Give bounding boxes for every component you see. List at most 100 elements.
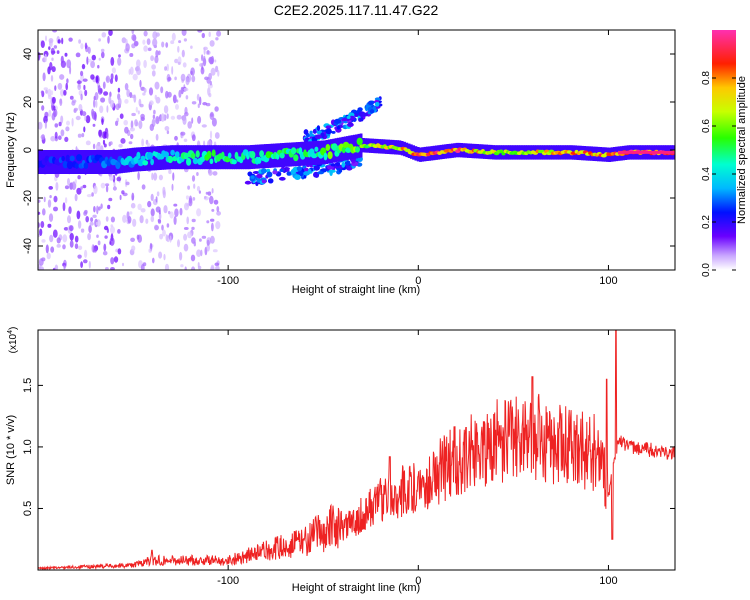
spectrogram-noise-blob — [163, 105, 169, 114]
spectrogram-noise-blob — [77, 133, 82, 138]
spectrogram-noise-blob — [128, 141, 133, 145]
spectrogram-noise-blob — [181, 30, 187, 36]
spectrogram-noise-blob — [213, 199, 219, 205]
spectrogram-noise-blob — [198, 190, 201, 194]
upper-branch-blob — [316, 130, 323, 135]
snr-y-tick-label: 1.5 — [22, 378, 34, 393]
spectrogram-noise-blob — [84, 249, 88, 258]
spectrogram-noise-blob — [199, 96, 202, 106]
ridge-blob — [249, 151, 256, 159]
spectrogram-noise-blob — [49, 61, 53, 71]
spectrogram-noise-blob — [48, 109, 52, 117]
spectrogram-noise-blob — [131, 245, 136, 252]
spectrogram-noise-blob — [93, 99, 96, 108]
spectrogram-noise-blob — [151, 64, 157, 70]
spectrogram-noise-blob — [110, 257, 115, 265]
spectrogram-noise-blob — [146, 38, 151, 45]
spectrogram-noise-blob — [199, 63, 204, 67]
spectrogram-noise-blob — [71, 100, 76, 106]
spectrogram-noise-blob — [56, 50, 60, 54]
spectrogram-noise-blob — [188, 198, 193, 207]
spectrogram-noise-blob — [109, 141, 113, 146]
spectrogram-noise-blob — [96, 234, 99, 238]
ridge-blob — [356, 137, 363, 146]
spectrogram-noise-blob — [110, 226, 115, 234]
spectrogram-noise-blob — [191, 266, 196, 270]
spectrogram-noise-blob — [203, 46, 208, 51]
colorbar-tick-label: 0.8 — [701, 71, 712, 85]
ridge-blob — [331, 143, 338, 151]
spectrogram-noise-blob — [88, 58, 92, 63]
spectrogram-noise-blob — [179, 207, 183, 216]
spectrogram-noise-blob — [150, 208, 155, 217]
spectrogram-noise-blob — [118, 97, 122, 106]
spectrogram-noise-blob — [129, 53, 134, 57]
ridge-blob — [325, 144, 331, 151]
spectrogram-noise-blob — [167, 76, 172, 82]
spectrogram-noise-blob — [101, 131, 108, 139]
ridge-halo — [232, 145, 235, 170]
snr-multiplier-close: ) — [8, 327, 19, 330]
spectrogram-noise-blob — [96, 205, 99, 215]
spectrogram-noise-blob — [191, 101, 197, 105]
ridge-blob — [314, 146, 319, 152]
lower-branch-blob — [286, 171, 292, 176]
spectrogram-noise-blob — [135, 106, 138, 113]
lower-branch-blob — [303, 167, 309, 172]
spectrogram-noise-blob — [120, 138, 126, 144]
spectrogram-noise-blob — [131, 94, 136, 99]
upper-branch-blob — [357, 107, 363, 112]
spectrogram-noise-blob — [130, 202, 136, 209]
spectrogram-noise-blob — [49, 195, 52, 199]
spectrogram-noise-blob — [131, 112, 136, 117]
ridge-halo — [355, 134, 358, 159]
spectrogram-noise-blob — [157, 50, 161, 56]
spectrogram-noise-blob — [139, 79, 142, 88]
spectrogram-noise-blob — [155, 133, 159, 141]
ridge-blob — [327, 151, 333, 160]
spectrogram-noise-blob — [215, 265, 220, 270]
spectrogram-noise-blob — [45, 35, 47, 42]
spectrogram-noise-blob — [135, 66, 139, 72]
spectrogram-noise-blob — [110, 216, 115, 223]
ridge-blob — [341, 146, 346, 154]
spectrogram-noise-blob — [180, 131, 186, 136]
snr-x-axis-label: Height of straight line (km) — [292, 582, 420, 594]
spectrogram-noise-blob — [171, 183, 174, 191]
spectrogram-noise-blob — [126, 89, 131, 98]
spectrogram-noise-blob — [88, 225, 92, 234]
spectrogram-noise-blob — [158, 251, 163, 259]
spectrogram-noise-blob — [210, 218, 215, 222]
spectrogram-noise-blob — [64, 136, 69, 142]
spectrogram-noise-blob — [71, 117, 74, 127]
spectrogram-noise-blob — [141, 138, 145, 147]
spectrogram-noise-blob — [50, 90, 54, 96]
spectrogram-noise-blob — [210, 235, 215, 244]
spectrogram-noise-blob — [212, 171, 218, 176]
spectrogram-noise-blob — [129, 127, 135, 132]
spectrogram-noise-blob — [183, 38, 187, 42]
spectrogram-noise-blob — [186, 216, 189, 225]
spectrogram-noise-blob — [140, 113, 145, 120]
spectrogram-noise-blob — [77, 175, 81, 180]
spectrogram-noise-blob — [151, 172, 154, 181]
spectrogram-noise-blob — [54, 85, 57, 91]
spectrogram-noise-blob — [211, 208, 215, 212]
spectrogram-noise-blob — [90, 60, 95, 69]
ridge-blob — [62, 160, 69, 169]
spectrogram-noise-blob — [125, 181, 130, 186]
spectrogram-noise-blob — [102, 251, 108, 256]
ridge-blob — [293, 154, 299, 162]
ridge-halo — [284, 142, 288, 167]
spectrogram-noise-blob — [171, 32, 176, 42]
lower-branch-blob — [278, 176, 286, 181]
spectrogram-noise-blob — [178, 89, 182, 98]
spectrogram-noise-blob — [125, 43, 130, 52]
spectrogram-noise-blob — [111, 67, 116, 74]
ridge-blob — [310, 153, 318, 159]
ridge-blob — [206, 150, 212, 159]
spectrogram-noise-blob — [173, 216, 177, 225]
spectrogram-noise-blob — [56, 244, 61, 248]
spectrogram-noise-blob — [143, 45, 148, 52]
spectrogram-noise-blob — [214, 262, 220, 267]
